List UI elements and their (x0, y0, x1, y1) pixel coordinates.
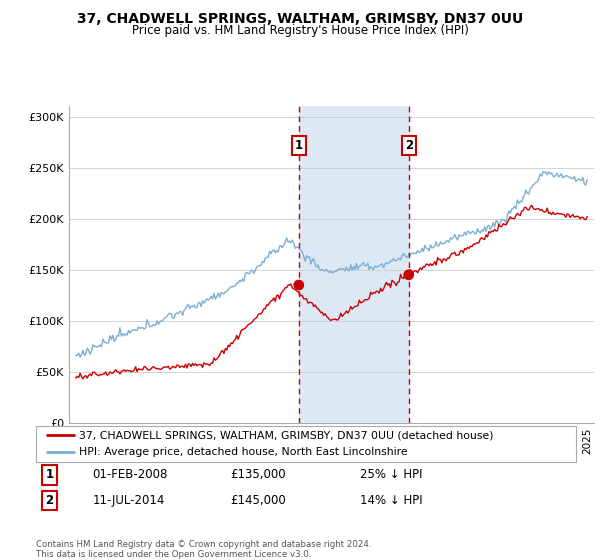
Text: 1: 1 (295, 139, 303, 152)
Text: Price paid vs. HM Land Registry's House Price Index (HPI): Price paid vs. HM Land Registry's House … (131, 24, 469, 36)
Text: 2: 2 (404, 139, 413, 152)
FancyBboxPatch shape (36, 426, 576, 462)
Text: HPI: Average price, detached house, North East Lincolnshire: HPI: Average price, detached house, Nort… (79, 447, 408, 457)
Text: Contains HM Land Registry data © Crown copyright and database right 2024.
This d: Contains HM Land Registry data © Crown c… (36, 540, 371, 559)
Text: 1: 1 (46, 468, 53, 482)
Text: 37, CHADWELL SPRINGS, WALTHAM, GRIMSBY, DN37 0UU: 37, CHADWELL SPRINGS, WALTHAM, GRIMSBY, … (77, 12, 523, 26)
Point (404, 270, 413, 279)
Text: £135,000: £135,000 (230, 468, 286, 482)
Text: 25% ↓ HPI: 25% ↓ HPI (360, 468, 422, 482)
Text: 14% ↓ HPI: 14% ↓ HPI (360, 494, 422, 507)
Text: 37, CHADWELL SPRINGS, WALTHAM, GRIMSBY, DN37 0UU (detached house): 37, CHADWELL SPRINGS, WALTHAM, GRIMSBY, … (79, 431, 494, 440)
Point (294, 281, 304, 290)
Text: £145,000: £145,000 (230, 494, 286, 507)
Text: 11-JUL-2014: 11-JUL-2014 (92, 494, 165, 507)
Text: 2: 2 (46, 494, 53, 507)
Bar (299, 106, 409, 423)
Text: 01-FEB-2008: 01-FEB-2008 (92, 468, 168, 482)
